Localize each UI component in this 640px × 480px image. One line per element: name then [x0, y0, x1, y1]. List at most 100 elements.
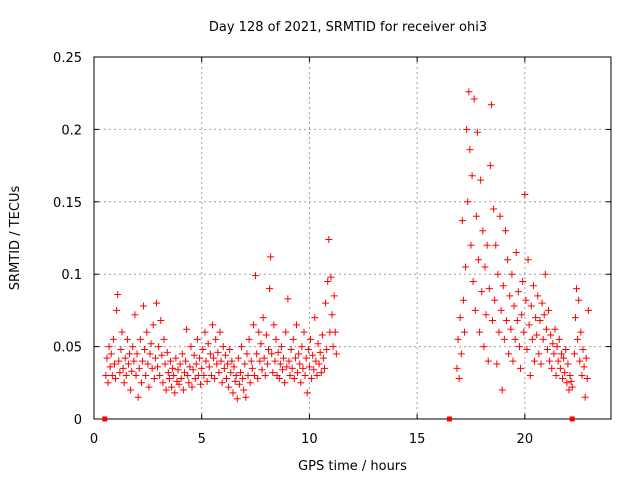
data-point — [218, 379, 226, 387]
data-points — [102, 88, 592, 403]
y-axis-label: SRMTID / TECUs — [8, 186, 23, 291]
data-point — [527, 302, 535, 310]
data-point — [187, 343, 195, 351]
data-point — [178, 350, 186, 358]
data-point — [455, 374, 463, 382]
data-point — [199, 345, 207, 353]
data-point — [503, 317, 511, 325]
data-point — [140, 302, 148, 310]
data-point — [249, 321, 257, 329]
data-point — [325, 235, 333, 243]
data-point — [159, 379, 167, 387]
data-point — [540, 311, 548, 319]
data-point — [564, 360, 572, 368]
data-point — [226, 345, 234, 353]
data-point — [517, 364, 525, 372]
data-point — [169, 364, 177, 372]
data-point — [121, 354, 129, 362]
data-point — [318, 331, 326, 339]
data-point — [175, 380, 183, 388]
data-point — [205, 363, 213, 371]
data-point — [287, 345, 295, 353]
data-point — [262, 331, 270, 339]
data-point — [490, 205, 498, 213]
data-point — [105, 343, 113, 351]
data-point — [141, 345, 149, 353]
data-point — [581, 393, 589, 401]
data-point — [491, 296, 499, 304]
data-point — [254, 374, 262, 382]
data-point — [314, 340, 322, 348]
data-point — [285, 357, 293, 365]
data-point — [487, 101, 495, 109]
data-point — [219, 343, 227, 351]
data-point — [332, 350, 340, 358]
data-point — [229, 389, 237, 397]
data-point — [119, 364, 127, 372]
data-point — [508, 270, 516, 278]
data-point — [186, 363, 194, 371]
data-point — [222, 374, 230, 382]
data-point — [532, 314, 540, 322]
data-point — [201, 328, 209, 336]
data-point — [574, 335, 582, 343]
data-point — [193, 335, 201, 343]
data-point — [327, 273, 335, 281]
data-point — [152, 299, 160, 307]
data-point — [473, 128, 481, 136]
data-point — [505, 350, 513, 358]
data-point — [252, 272, 260, 280]
data-point — [554, 357, 562, 365]
data-point — [506, 292, 514, 300]
data-point — [509, 357, 517, 365]
data-point — [244, 372, 252, 380]
data-point — [168, 383, 176, 391]
data-point — [189, 366, 197, 374]
data-point — [480, 343, 488, 351]
data-point — [266, 285, 274, 293]
data-point — [248, 364, 256, 372]
data-point — [216, 328, 224, 336]
data-point — [322, 299, 330, 307]
data-point — [493, 360, 501, 368]
data-point — [556, 364, 564, 372]
data-point — [547, 331, 555, 339]
data-point — [128, 367, 136, 375]
data-point — [542, 325, 550, 333]
data-point — [217, 357, 225, 365]
data-point — [176, 360, 184, 368]
data-point — [138, 357, 146, 365]
data-point — [185, 379, 193, 387]
data-point — [534, 292, 542, 300]
data-point — [329, 343, 337, 351]
data-point — [514, 288, 522, 296]
data-point — [151, 354, 159, 362]
data-point — [498, 386, 506, 394]
axis-markers — [102, 416, 575, 422]
data-point — [242, 393, 250, 401]
data-point — [269, 369, 277, 377]
data-point — [112, 374, 120, 382]
data-point — [575, 296, 583, 304]
data-point — [250, 372, 258, 380]
data-point — [578, 372, 586, 380]
data-point — [276, 360, 284, 368]
data-point — [323, 345, 331, 353]
data-point — [272, 335, 280, 343]
data-point — [537, 360, 545, 368]
y-tick-label: 0.15 — [53, 196, 82, 211]
data-point — [555, 335, 563, 343]
data-point — [552, 372, 560, 380]
data-point — [301, 372, 309, 380]
data-point — [183, 325, 191, 333]
data-point — [543, 345, 551, 353]
data-point — [233, 395, 241, 403]
data-point — [489, 317, 497, 325]
data-point — [110, 360, 118, 368]
data-point — [310, 366, 318, 374]
data-point — [228, 357, 236, 365]
data-point — [203, 377, 211, 385]
data-point — [114, 290, 122, 298]
data-point — [579, 345, 587, 353]
data-point — [246, 379, 254, 387]
